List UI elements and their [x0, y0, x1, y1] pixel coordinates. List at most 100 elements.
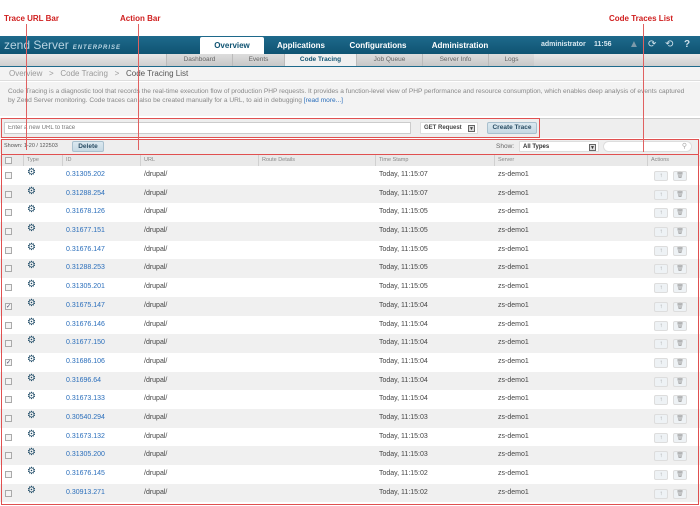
warning-icon[interactable]: ▲ [629, 39, 639, 50]
table-row[interactable]: ⚙ 0.31678.126/drupal/Today, 11:15:05 zs-de… [0, 203, 700, 222]
export-button[interactable]: ↑ [654, 432, 668, 443]
delete-trace-button[interactable]: 🗑 [673, 301, 687, 312]
row-checkbox[interactable] [5, 396, 12, 404]
trace-id-link[interactable]: 0.31676.145 [66, 470, 105, 477]
read-more-link[interactable]: [read more...] [303, 97, 344, 104]
trace-id-link[interactable]: 0.31673.132 [66, 432, 105, 440]
breadcrumb-code-tracing[interactable]: Code Tracing [60, 69, 108, 78]
trace-id-link[interactable]: 0.31696.64 [66, 376, 102, 384]
delete-trace-button[interactable]: 🗑 [673, 339, 687, 350]
trace-id-link[interactable]: 0.31673.133 [66, 395, 105, 403]
column-url[interactable]: URL [140, 155, 155, 166]
table-row[interactable]: ⚙ 0.31677.151/drupal/Today, 11:15:05 zs-de… [0, 222, 700, 241]
table-row[interactable]: ⚙ 0.31305.201/drupal/Today, 11:15:05 zs-de… [0, 278, 700, 297]
export-button[interactable]: ↑ [654, 189, 668, 200]
subtab-events[interactable]: Events [232, 54, 284, 66]
table-row[interactable]: ⚙ 0.31288.254/drupal/Today, 11:15:07 zs-de… [0, 184, 700, 204]
trace-id-link[interactable]: 0.31305.202 [66, 171, 105, 178]
table-row[interactable]: ⚙ 0.31673.133/drupal/Today, 11:15:04 zs-de… [0, 390, 700, 409]
trace-id-link[interactable]: 0.31678.126 [66, 208, 105, 216]
table-row[interactable]: ⚙ 0.31677.150/drupal/Today, 11:15:04 zs-de… [0, 334, 700, 353]
table-row[interactable]: ⚙ 0.31288.253/drupal/Today, 11:15:05 zs-de… [0, 259, 700, 279]
export-button[interactable]: ↑ [654, 320, 668, 331]
table-row[interactable]: ⚙ 0.31673.132/drupal/Today, 11:15:03 zs-de… [0, 428, 700, 447]
type-filter-select[interactable]: All Types ▼ [519, 141, 599, 152]
trace-id-link[interactable]: 0.31288.254 [66, 189, 105, 197]
export-button[interactable]: ↑ [654, 413, 668, 424]
row-checkbox[interactable] [5, 471, 12, 478]
export-button[interactable]: ↑ [654, 283, 668, 294]
trace-id-link[interactable]: 0.31676.147 [66, 245, 105, 253]
breadcrumb-overview[interactable]: Overview [9, 69, 42, 78]
table-row[interactable]: ⚙ 0.30540.294/drupal/Today, 11:15:03 zs-de… [0, 408, 700, 428]
column-id[interactable]: ID [62, 155, 72, 166]
export-button[interactable]: ↑ [654, 301, 668, 312]
table-row[interactable]: ⚙ 0.31305.200/drupal/Today, 11:15:03 zs-de… [0, 446, 700, 465]
request-method-select[interactable]: GET Request ▼ [420, 122, 478, 134]
trace-id-link[interactable]: 0.31288.253 [66, 264, 105, 272]
delete-trace-button[interactable]: 🗑 [673, 395, 687, 406]
column-time-stamp[interactable]: Time Stamp [375, 155, 408, 166]
tab-applications[interactable]: Applications [276, 41, 325, 50]
refresh-icon[interactable]: ⟳ [648, 39, 657, 50]
row-checkbox[interactable] [5, 172, 12, 179]
table-row[interactable]: ⚙ 0.30913.271/drupal/Today, 11:15:02 zs-de… [0, 483, 700, 503]
trace-id-link[interactable]: 0.31305.200 [66, 451, 105, 459]
delete-trace-button[interactable]: 🗑 [673, 171, 687, 181]
delete-button[interactable]: Delete [72, 141, 104, 152]
delete-trace-button[interactable]: 🗑 [673, 264, 687, 275]
help-icon[interactable]: ? [684, 39, 691, 50]
export-button[interactable]: ↑ [654, 227, 668, 238]
table-row[interactable]: ✓ ⚙ 0.31686.106/drupal/Today, 11:15:04 zs-d… [0, 353, 700, 372]
delete-trace-button[interactable]: 🗑 [673, 245, 687, 256]
row-checkbox[interactable] [5, 433, 12, 441]
delete-trace-button[interactable]: 🗑 [673, 376, 687, 387]
row-checkbox[interactable] [5, 265, 12, 273]
trace-id-link[interactable]: 0.31676.146 [66, 320, 105, 328]
delete-trace-button[interactable]: 🗑 [673, 451, 687, 462]
subtab-dashboard[interactable]: Dashboard [166, 54, 232, 66]
row-checkbox[interactable]: ✓ [5, 358, 12, 366]
subtab-code-tracing[interactable]: Code Tracing [284, 54, 356, 66]
export-button[interactable]: ↑ [654, 208, 668, 219]
search-input[interactable]: ⚲ [603, 141, 692, 152]
export-button[interactable]: ↑ [654, 488, 668, 499]
column-server[interactable]: Server [494, 155, 514, 166]
logout-icon[interactable]: ⟲ [665, 39, 674, 50]
create-trace-button[interactable]: Create Trace [487, 122, 537, 134]
export-button[interactable]: ↑ [654, 171, 668, 181]
trace-id-link[interactable]: 0.31677.150 [66, 339, 105, 347]
export-button[interactable]: ↑ [654, 376, 668, 387]
row-checkbox[interactable] [5, 209, 12, 217]
trace-id-link[interactable]: 0.31686.106 [66, 357, 105, 365]
export-button[interactable]: ↑ [654, 339, 668, 350]
row-checkbox[interactable] [5, 228, 12, 236]
delete-trace-button[interactable]: 🗑 [673, 227, 687, 238]
delete-trace-button[interactable]: 🗑 [673, 470, 687, 480]
delete-trace-button[interactable]: 🗑 [673, 357, 687, 368]
user-menu[interactable]: administrator [541, 41, 586, 48]
trace-id-link[interactable]: 0.31305.201 [66, 283, 105, 291]
row-checkbox[interactable] [5, 246, 12, 254]
row-checkbox[interactable] [5, 377, 12, 385]
tab-overview[interactable]: Overview [200, 37, 264, 54]
tab-administration[interactable]: Administration [431, 41, 489, 50]
trace-url-input[interactable] [4, 122, 411, 134]
delete-trace-button[interactable]: 🗑 [673, 189, 687, 200]
table-row[interactable]: ⚙ 0.31305.202/drupal/Today, 11:15:07 zs-de… [0, 166, 700, 185]
row-checkbox[interactable]: ✓ [5, 302, 12, 310]
table-row[interactable]: ⚙ 0.31676.145/drupal/Today, 11:15:02 zs-de… [0, 465, 700, 484]
tab-configurations[interactable]: Configurations [349, 41, 407, 50]
row-checkbox[interactable] [5, 321, 12, 329]
row-checkbox[interactable] [5, 489, 12, 497]
delete-trace-button[interactable]: 🗑 [673, 208, 687, 219]
trace-id-link[interactable]: 0.31677.151 [66, 227, 105, 235]
row-checkbox[interactable] [5, 340, 12, 348]
trace-id-link[interactable]: 0.30913.271 [66, 488, 105, 496]
export-button[interactable]: ↑ [654, 451, 668, 462]
row-checkbox[interactable] [5, 452, 12, 460]
column-route-details[interactable]: Route Details [258, 155, 295, 166]
row-checkbox[interactable] [5, 284, 12, 292]
trace-id-link[interactable]: 0.30540.294 [66, 413, 105, 421]
export-button[interactable]: ↑ [654, 395, 668, 406]
